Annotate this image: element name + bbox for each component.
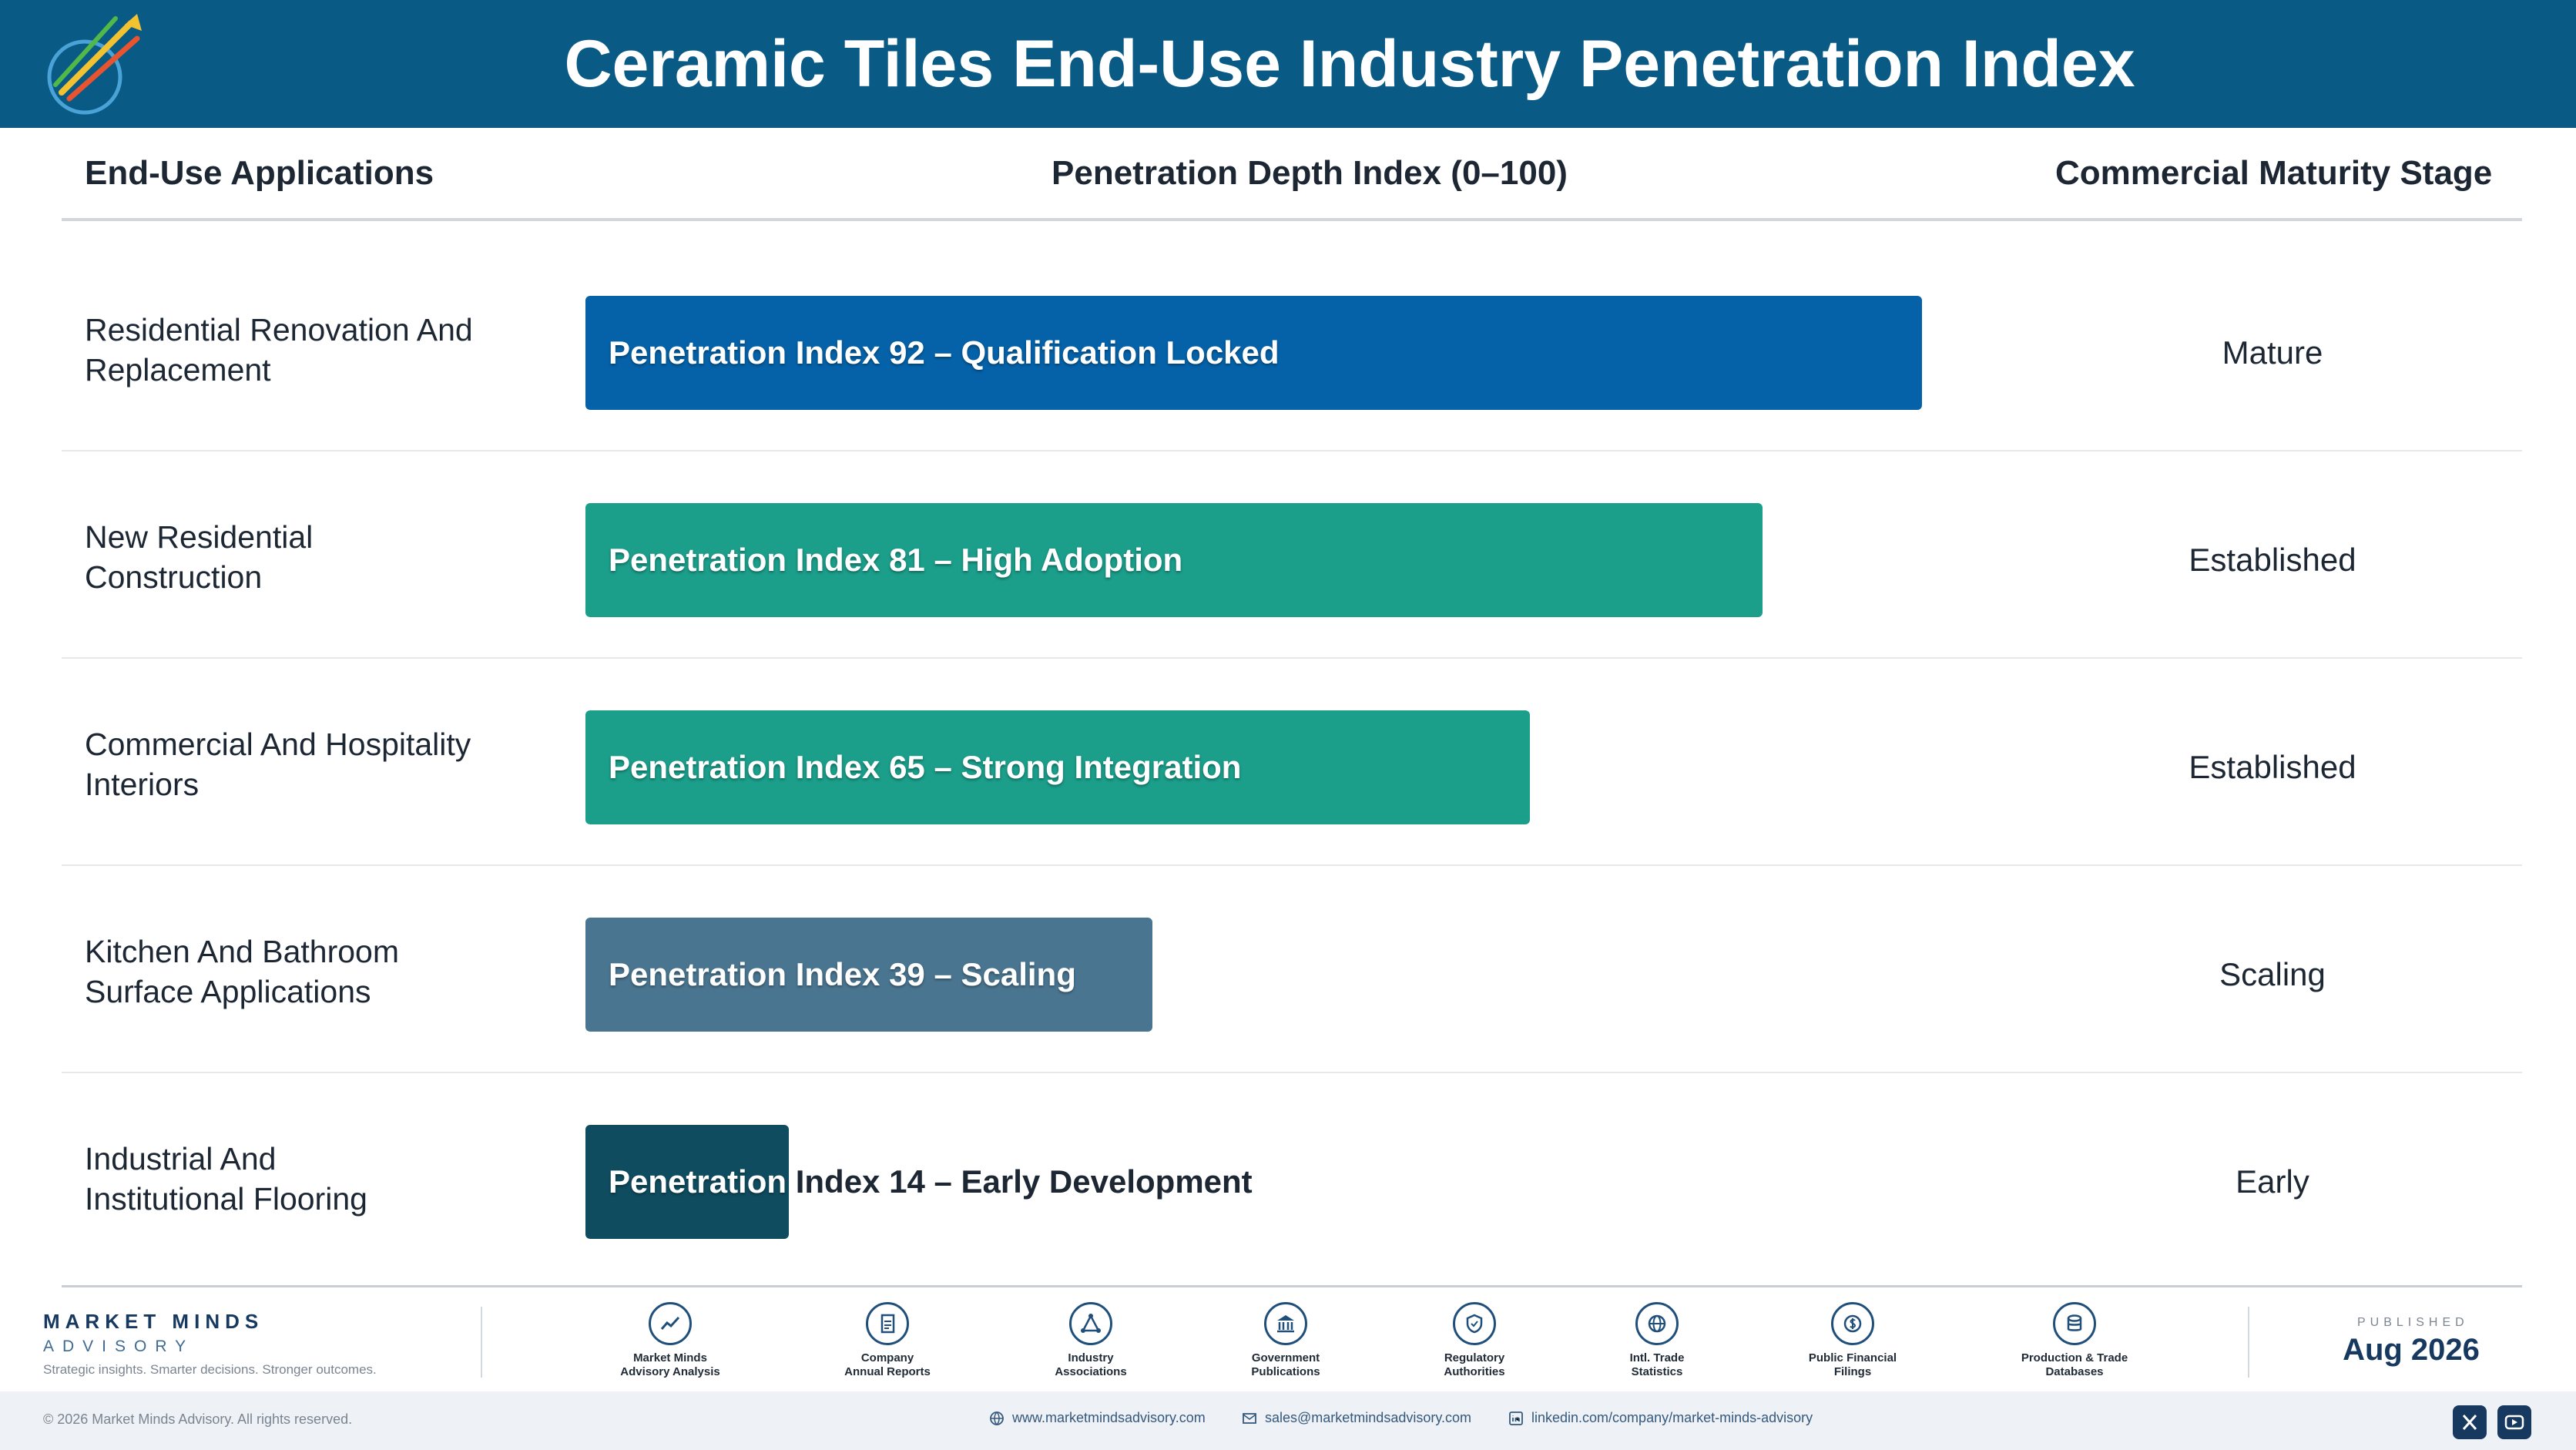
bar-new-residential (585, 503, 1763, 617)
row-divider (62, 657, 2522, 659)
source-label: Intl. Trade (1629, 1351, 1685, 1364)
row-label-kitchen-bathroom: Kitchen And Bathroom Surface Application… (85, 931, 547, 1012)
footer-separator (481, 1307, 482, 1378)
source-label: Statistics (1631, 1365, 1683, 1378)
row-label-line: Replacement (85, 352, 271, 388)
source-label: Filings (1833, 1365, 1872, 1378)
row-label-line: Institutional Flooring (85, 1181, 367, 1217)
bar-label-kitchen-bathroom: Penetration Index 39 – Scaling (609, 956, 1076, 992)
source-regulatory-authorities: Regulatory Authorities (1401, 1302, 1548, 1379)
building-icon (1264, 1302, 1307, 1345)
row-label-line: Surface Applications (85, 974, 371, 1009)
linkedin-icon (1509, 1411, 1523, 1425)
youtube-social-button[interactable] (2497, 1405, 2531, 1439)
document-icon (866, 1302, 909, 1345)
source-intl-trade-statistics: Intl. Trade Statistics (1584, 1302, 1730, 1379)
linkedin-text: linkedin.com/company/market-minds-adviso… (1531, 1410, 1813, 1425)
page-title: Ceramic Tiles End-Use Industry Penetrati… (564, 27, 2135, 101)
x-social-button[interactable] (2453, 1405, 2487, 1439)
row-label-industrial-institutional: Industrial And Institutional Flooring (85, 1139, 547, 1219)
published-label: PUBLISHED (2357, 1316, 2469, 1329)
globe-icon (990, 1411, 1004, 1425)
bar-commercial-hospitality (585, 710, 1530, 824)
database-icon (2053, 1302, 2096, 1345)
email-link[interactable]: sales@marketmindsadvisory.com (1242, 1410, 1471, 1426)
published-date: Aug 2026 (2343, 1333, 2480, 1367)
chart-line-icon (649, 1302, 692, 1345)
stage-kitchen-bathroom: Scaling (2219, 956, 2326, 992)
bar-industrial-institutional (585, 1125, 790, 1239)
copyright-text: © 2026 Market Minds Advisory. All rights… (43, 1411, 353, 1427)
row-divider (62, 450, 2522, 451)
column-header-index: Penetration Depth Index (0–100) (1052, 154, 1568, 192)
stage-industrial-institutional: Early (2236, 1163, 2309, 1200)
row-label-line: Kitchen And Bathroom (85, 934, 399, 969)
bar-kitchen-bathroom (585, 918, 1152, 1032)
shield-icon (1453, 1302, 1496, 1345)
source-market-minds-analysis: Market Minds Advisory Analysis (597, 1302, 743, 1379)
logo-icon (47, 14, 142, 115)
bar-label-residential-renovation: Penetration Index 92 – Qualification Loc… (609, 334, 1280, 371)
bar-residential-renovation (585, 296, 1923, 410)
row-label-commercial-hospitality: Commercial And Hospitality Interiors (85, 724, 547, 804)
mail-icon (1243, 1412, 1256, 1424)
source-industry-associations: Industry Associations (1018, 1302, 1164, 1379)
footer-separator (2248, 1307, 2249, 1378)
source-label: Regulatory (1444, 1351, 1505, 1364)
source-government-publications: Government Publications (1213, 1302, 1359, 1379)
source-label: Market Minds (633, 1351, 707, 1364)
row-label-line: New Residential (85, 519, 314, 555)
footer-divider (62, 1285, 2522, 1287)
row-label-line: Industrial And (85, 1141, 277, 1176)
row-label-line: Residential Renovation And (85, 312, 473, 347)
row-label-line: Construction (85, 559, 263, 595)
email-text: sales@marketmindsadvisory.com (1265, 1410, 1472, 1425)
stage-residential-renovation: Mature (2222, 334, 2323, 371)
website-text: www.marketmindsadvisory.com (1012, 1410, 1206, 1425)
source-label: Production & Trade (2021, 1351, 2128, 1364)
header-divider (62, 218, 2522, 221)
coin-icon (1831, 1302, 1874, 1345)
row-divider (62, 864, 2522, 866)
source-company-annual-reports: Company Annual Reports (814, 1302, 961, 1379)
row-label-line: Commercial And Hospitality (85, 727, 471, 762)
source-label: Company (860, 1351, 914, 1364)
row-label-new-residential: New Residential Construction (85, 517, 547, 597)
row-divider (62, 1072, 2522, 1073)
column-header-applications: End-Use Applications (85, 154, 434, 192)
row-label-residential-renovation: Residential Renovation And Replacement (85, 310, 547, 390)
bar-label-industrial-institutional: Penetration Index 14 – Early Development (609, 1163, 1253, 1200)
linkedin-link[interactable]: linkedin.com/company/market-minds-adviso… (1508, 1410, 1813, 1426)
source-label: Advisory Analysis (620, 1365, 720, 1378)
header-bar: Ceramic Tiles End-Use Industry Penetrati… (0, 0, 2576, 128)
bottom-strip (0, 1391, 2576, 1450)
website-link[interactable]: www.marketmindsadvisory.com (989, 1410, 1206, 1426)
stage-new-residential: Established (2189, 542, 2356, 578)
source-label: Government (1251, 1351, 1320, 1364)
source-label: Public Financial (1808, 1351, 1897, 1364)
footer-brand-sub: ADVISORY (43, 1338, 195, 1355)
globe-icon (1635, 1302, 1679, 1345)
x-icon (2462, 1415, 2477, 1430)
bar-label-new-residential: Penetration Index 81 – High Adoption (609, 542, 1183, 578)
stage-commercial-hospitality: Established (2189, 749, 2356, 785)
source-public-financial-filings: Public Financial Filings (1779, 1302, 1926, 1379)
footer-brand-name: MARKET MINDS (43, 1310, 264, 1333)
footer-tagline: Strategic insights. Smarter decisions. S… (43, 1362, 377, 1377)
source-label: Associations (1055, 1365, 1127, 1378)
source-production-trade-databases: Production & Trade Databases (2001, 1302, 2148, 1379)
source-label: Industry (1068, 1351, 1114, 1364)
row-label-line: Interiors (85, 767, 200, 802)
source-label: Authorities (1444, 1365, 1505, 1378)
youtube-icon (2504, 1415, 2524, 1430)
bar-label-commercial-hospitality: Penetration Index 65 – Strong Integratio… (609, 749, 1242, 785)
source-label: Publications (1251, 1365, 1320, 1378)
source-label: Databases (2045, 1365, 2104, 1378)
source-label: Annual Reports (844, 1365, 931, 1378)
network-icon (1069, 1302, 1112, 1345)
column-header-stage: Commercial Maturity Stage (2055, 154, 2493, 192)
